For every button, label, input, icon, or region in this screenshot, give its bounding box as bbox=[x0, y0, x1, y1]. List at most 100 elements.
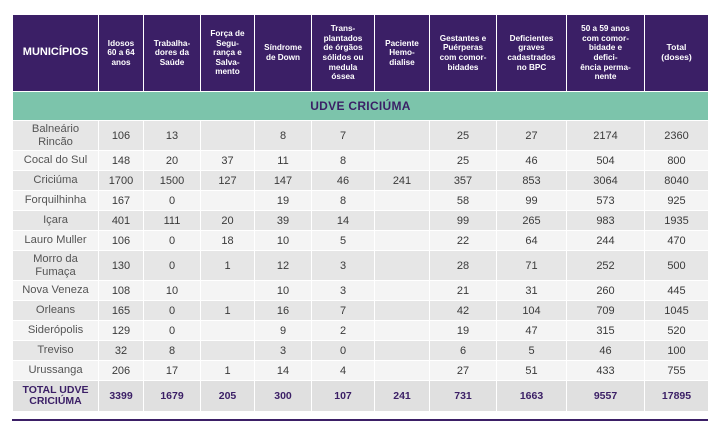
column-header: Idosos 60 a 64 anos bbox=[98, 14, 144, 92]
table-cell: 42 bbox=[429, 300, 497, 321]
table-cell: 9 bbox=[254, 320, 312, 341]
table-cell: 46 bbox=[566, 340, 645, 361]
column-header: Total (doses) bbox=[644, 14, 709, 92]
municipality-name: Treviso bbox=[12, 340, 99, 361]
table-cell: 7 bbox=[311, 300, 375, 321]
table-cell: 983 bbox=[566, 210, 645, 231]
total-cell: 9557 bbox=[566, 380, 645, 412]
table-cell: 206 bbox=[98, 360, 144, 381]
table-cell: 520 bbox=[644, 320, 709, 341]
table-cell: 39 bbox=[254, 210, 312, 231]
table-row: Siderópolis 129 0 9 2 19 47 315 520 bbox=[12, 320, 709, 341]
table-cell: 8 bbox=[143, 340, 201, 361]
table-cell: 25 bbox=[429, 150, 497, 171]
table-cell: 12 bbox=[254, 250, 312, 281]
table-cell: 111 bbox=[143, 210, 201, 231]
table-cell: 260 bbox=[566, 280, 645, 301]
table-cell: 500 bbox=[644, 250, 709, 281]
table-cell: 20 bbox=[143, 150, 201, 171]
table-cell: 573 bbox=[566, 190, 645, 211]
table-cell: 25 bbox=[429, 120, 497, 151]
column-header: Síndrome de Down bbox=[254, 14, 312, 92]
region-row: UDVE CRICIÚMA bbox=[12, 91, 709, 121]
table-cell: 925 bbox=[644, 190, 709, 211]
table-cell bbox=[374, 120, 430, 151]
table-cell: 1 bbox=[200, 300, 255, 321]
table-cell: 8040 bbox=[644, 170, 709, 191]
column-header-municipios: MUNICÍPIOS bbox=[12, 14, 99, 92]
total-label: TOTAL UDVE CRICIÚMA bbox=[12, 380, 99, 412]
table-row: Orleans 165 0 1 16 7 42 104 709 1045 bbox=[12, 300, 709, 321]
table-cell: 27 bbox=[496, 120, 567, 151]
municipality-name: Cocal do Sul bbox=[12, 150, 99, 171]
table-cell: 17 bbox=[143, 360, 201, 381]
table-cell: 3 bbox=[311, 250, 375, 281]
table-cell: 0 bbox=[143, 190, 201, 211]
table-cell: 1500 bbox=[143, 170, 201, 191]
table-cell bbox=[374, 250, 430, 281]
table-cell: 22 bbox=[429, 230, 497, 251]
table-cell: 46 bbox=[496, 150, 567, 171]
table-row: Urussanga 206 17 1 14 4 27 51 433 755 bbox=[12, 360, 709, 381]
table-cell: 504 bbox=[566, 150, 645, 171]
table-cell: 5 bbox=[496, 340, 567, 361]
column-header: 50 a 59 anos com comor-bidade e defici-ênc… bbox=[566, 14, 645, 92]
table-cell: 1935 bbox=[644, 210, 709, 231]
table-cell: 853 bbox=[496, 170, 567, 191]
total-cell: 731 bbox=[429, 380, 497, 412]
table-cell: 108 bbox=[98, 280, 144, 301]
table-cell: 14 bbox=[254, 360, 312, 381]
table-cell: 14 bbox=[311, 210, 375, 231]
total-cell: 1663 bbox=[496, 380, 567, 412]
table-cell: 37 bbox=[200, 150, 255, 171]
table-cell bbox=[374, 300, 430, 321]
table-cell: 106 bbox=[98, 120, 144, 151]
municipality-name: Morro da Fumaça bbox=[12, 250, 99, 281]
table-cell: 8 bbox=[254, 120, 312, 151]
table-cell: 10 bbox=[143, 280, 201, 301]
table-cell: 709 bbox=[566, 300, 645, 321]
table-cell: 130 bbox=[98, 250, 144, 281]
municipality-name: Orleans bbox=[12, 300, 99, 321]
table-cell: 1700 bbox=[98, 170, 144, 191]
table-cell: 1 bbox=[200, 250, 255, 281]
table-cell: 244 bbox=[566, 230, 645, 251]
column-header: Gestantes e Puérperas com comor-bidades bbox=[429, 14, 497, 92]
table-cell: 1045 bbox=[644, 300, 709, 321]
bottom-divider bbox=[12, 419, 708, 421]
table-cell: 100 bbox=[644, 340, 709, 361]
table-cell: 3 bbox=[254, 340, 312, 361]
table-cell bbox=[374, 230, 430, 251]
table-cell bbox=[374, 150, 430, 171]
table-cell: 2360 bbox=[644, 120, 709, 151]
table-cell bbox=[374, 210, 430, 231]
table-row: Nova Veneza 108 10 10 3 21 31 260 445 bbox=[12, 280, 709, 301]
table-cell: 167 bbox=[98, 190, 144, 211]
table-cell: 11 bbox=[254, 150, 312, 171]
table-cell bbox=[200, 190, 255, 211]
column-header: Trans-plantados de órgãos sólidos ou medula… bbox=[311, 14, 375, 92]
table-cell: 19 bbox=[429, 320, 497, 341]
table-cell: 99 bbox=[429, 210, 497, 231]
total-cell: 1679 bbox=[143, 380, 201, 412]
column-header: Trabalha-dores da Saúde bbox=[143, 14, 201, 92]
table-cell: 19 bbox=[254, 190, 312, 211]
municipality-name: Içara bbox=[12, 210, 99, 231]
table-cell: 0 bbox=[143, 230, 201, 251]
total-cell: 17895 bbox=[644, 380, 709, 412]
table-cell bbox=[374, 360, 430, 381]
table-cell: 51 bbox=[496, 360, 567, 381]
table-cell: 165 bbox=[98, 300, 144, 321]
table-cell: 2174 bbox=[566, 120, 645, 151]
table-cell: 265 bbox=[496, 210, 567, 231]
table-cell: 252 bbox=[566, 250, 645, 281]
table-cell: 6 bbox=[429, 340, 497, 361]
table-cell: 315 bbox=[566, 320, 645, 341]
table-row: Cocal do Sul 148 20 37 11 8 25 46 504 800 bbox=[12, 150, 709, 171]
table-body: UDVE CRICIÚMA Balneário Rincão 106 13 8 7 25 27… bbox=[12, 91, 709, 412]
total-row: TOTAL UDVE CRICIÚMA 3399 1679 205 300 107 241 73… bbox=[12, 380, 709, 412]
table-cell: 470 bbox=[644, 230, 709, 251]
municipality-name: Forquilhinha bbox=[12, 190, 99, 211]
municipality-name: Nova Veneza bbox=[12, 280, 99, 301]
table-cell: 148 bbox=[98, 150, 144, 171]
